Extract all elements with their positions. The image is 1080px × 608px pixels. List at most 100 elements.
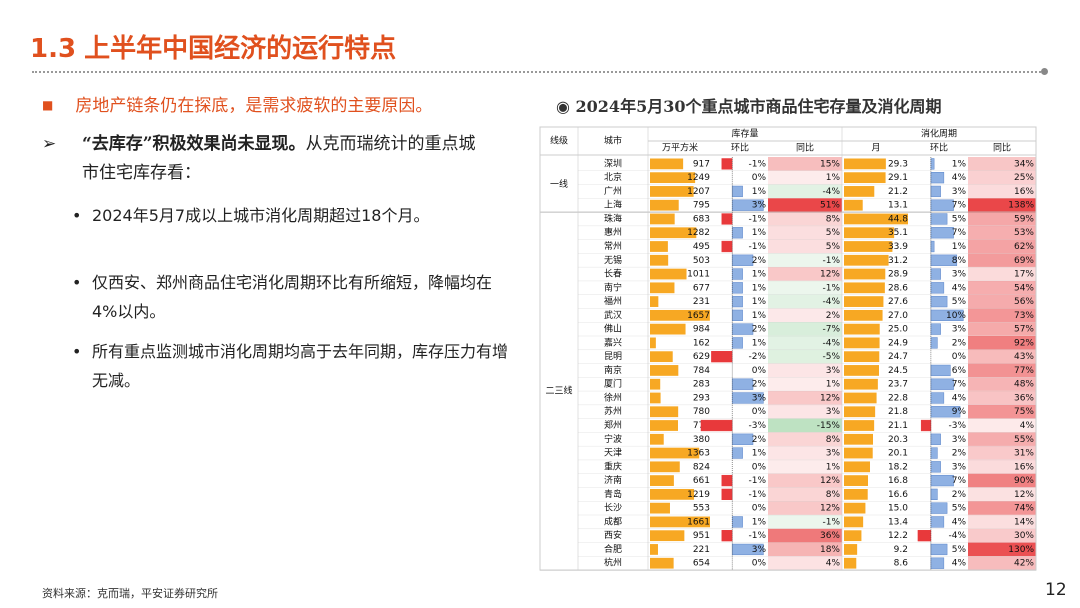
data-bar — [721, 530, 733, 542]
data-bar — [930, 323, 941, 335]
value-cell: 15.0 — [888, 504, 908, 514]
value-cell: 4% — [952, 283, 967, 293]
city-cell: 徐州 — [604, 391, 622, 403]
value-cell: 34% — [1014, 159, 1034, 169]
value-cell: 7% — [952, 380, 967, 390]
point: 所有重点监测城市消化周期均高于去年同期，库存压力有增无减。 — [72, 337, 512, 395]
value-cell: 951 — [693, 531, 710, 541]
value-cell: 35.1 — [888, 228, 908, 238]
city-cell: 惠州 — [604, 226, 622, 238]
data-bar — [844, 199, 863, 211]
data-bar — [844, 268, 886, 280]
value-cell: 0% — [952, 352, 967, 362]
value-cell: 59% — [1014, 214, 1034, 224]
heat-cell — [768, 418, 842, 433]
value-cell: 2% — [952, 449, 967, 459]
value-cell: 984 — [693, 325, 710, 335]
data-bar — [930, 502, 948, 514]
data-bar — [844, 530, 862, 542]
value-cell: 1363 — [687, 449, 710, 459]
data-bar — [731, 447, 743, 459]
city-cell: 无锡 — [604, 255, 622, 266]
value-cell: 553 — [693, 504, 710, 514]
data-bar — [731, 309, 743, 321]
value-cell: -1% — [748, 159, 766, 169]
data-bar — [721, 158, 733, 170]
city-cell: 杭州 — [604, 557, 622, 569]
value-cell: 1% — [752, 297, 767, 307]
value-cell: 8% — [826, 214, 841, 224]
value-cell: 3% — [952, 462, 967, 472]
value-cell: 36% — [1014, 393, 1034, 403]
value-cell: 3% — [752, 545, 767, 555]
heat-cell — [768, 473, 842, 488]
value-cell: 5% — [952, 545, 967, 555]
value-cell: 1% — [826, 462, 841, 472]
heat-cell — [968, 308, 1036, 323]
data-bar — [650, 544, 658, 555]
heat-cell — [768, 336, 842, 350]
value-cell: -1% — [748, 490, 766, 500]
value-cell: 29.3 — [888, 159, 908, 169]
value-cell: 13.1 — [888, 201, 908, 211]
value-cell: 780 — [693, 407, 710, 417]
value-cell: 16.6 — [888, 490, 908, 500]
value-cell: 12% — [820, 270, 840, 280]
data-bar — [731, 295, 743, 308]
data-bar — [731, 378, 754, 390]
value-cell: 56% — [1014, 297, 1034, 307]
value-cell: 48% — [1014, 380, 1034, 390]
data-bar — [731, 323, 754, 335]
value-cell: 55% — [1014, 435, 1034, 445]
value-cell: 33.9 — [888, 242, 908, 252]
value-cell: 5% — [952, 504, 967, 514]
value-cell: 74% — [1014, 504, 1034, 514]
heat-cell — [768, 542, 842, 557]
data-bar — [930, 543, 948, 556]
value-cell: 1% — [826, 380, 841, 390]
value-cell: -5% — [822, 352, 840, 362]
sub-header: 环比 — [731, 142, 749, 154]
data-bar — [930, 337, 938, 349]
value-cell: -2% — [748, 352, 766, 362]
city-cell: 北京 — [604, 171, 622, 183]
city-cell: 福州 — [604, 295, 622, 307]
value-cell: 44.8 — [888, 214, 908, 224]
value-cell: 2% — [752, 325, 767, 335]
value-cell: 9.2 — [894, 545, 908, 555]
value-cell: 43% — [1014, 352, 1034, 362]
data-bar — [844, 378, 878, 390]
data-bar — [844, 213, 908, 225]
point: 仅西安、郑州商品住宅消化周期环比有所缩短，降幅均在4%以内。 — [72, 268, 512, 326]
value-cell: 7% — [952, 201, 967, 211]
sub-bullet: ➢ “去库存”积极效果尚未显现。从克而瑞统计的重点城市住宅库存看： — [42, 130, 492, 188]
data-bar — [844, 433, 873, 445]
value-cell: 0% — [752, 366, 767, 376]
value-cell: 1% — [752, 283, 767, 293]
data-bar — [844, 351, 880, 363]
sub-header: 月 — [871, 143, 880, 154]
data-bar — [844, 447, 873, 459]
value-cell: -1% — [748, 476, 766, 486]
value-cell: 24.5 — [888, 366, 908, 376]
heat-cell — [968, 487, 1036, 502]
value-cell: 92% — [1014, 338, 1034, 348]
data-bar — [650, 213, 675, 225]
sub-bullet-bold: “去库存”积极效果尚未显现。 — [82, 134, 306, 154]
heat-cell — [968, 184, 1036, 199]
sub-header: 万平方米 — [662, 142, 698, 154]
value-cell: 2% — [752, 380, 767, 390]
table-border — [539, 126, 1037, 571]
heat-cell — [768, 184, 842, 199]
heat-cell — [968, 363, 1036, 378]
value-cell: 13.4 — [888, 517, 908, 527]
value-cell: 12.2 — [888, 531, 908, 541]
value-cell: 4% — [952, 173, 967, 183]
data-bar — [930, 447, 938, 459]
value-cell: 25% — [1014, 173, 1034, 183]
data-bar — [930, 461, 941, 473]
city-cell: 珠海 — [604, 212, 622, 224]
data-bar — [844, 282, 885, 294]
value-cell: 1219 — [687, 490, 710, 500]
heat-cell — [968, 157, 1036, 171]
